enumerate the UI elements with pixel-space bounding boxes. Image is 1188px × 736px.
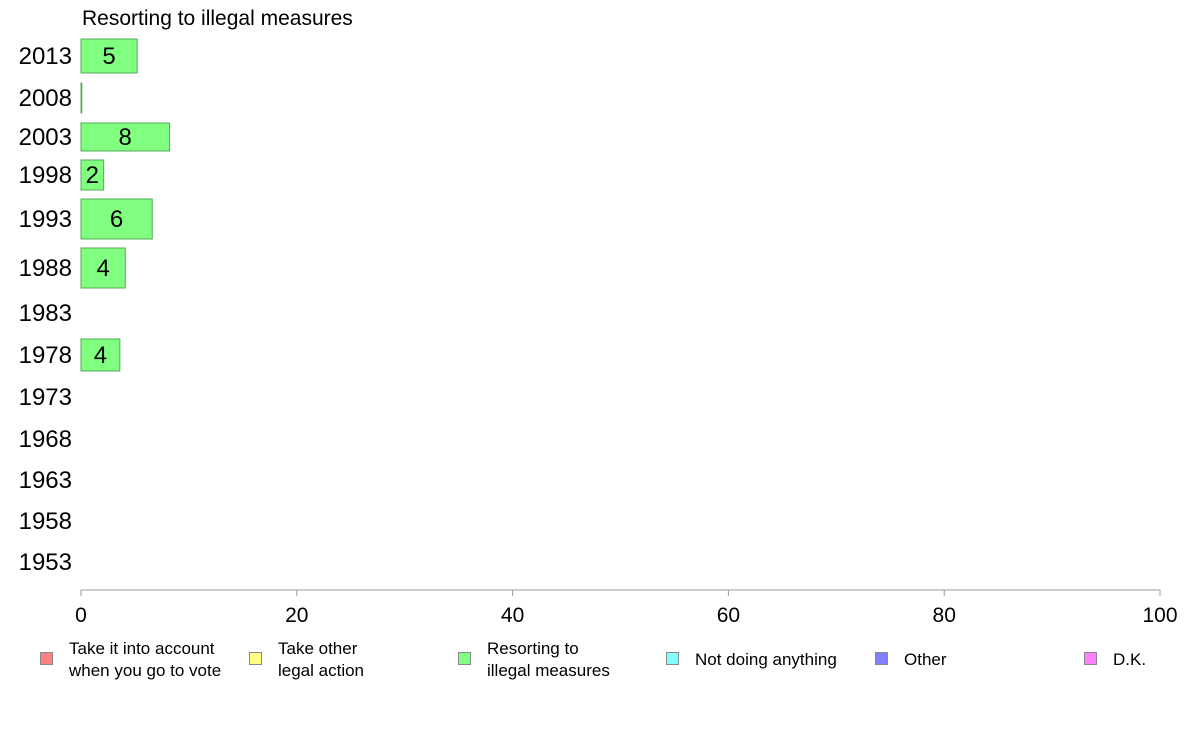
legend-item-nothing: Not doing anything xyxy=(666,638,837,671)
legend-swatch xyxy=(40,652,53,665)
data-label: 6 xyxy=(110,206,123,233)
y-tick-label: 1988 xyxy=(19,255,72,282)
y-tick-label: 1963 xyxy=(19,467,72,494)
x-tick-label: 60 xyxy=(717,604,740,627)
y-tick-label: 1953 xyxy=(19,549,72,576)
legend-label: Not doing anything xyxy=(695,650,837,669)
legend-item-legal-action: Take other legal action xyxy=(249,638,364,682)
x-tick-label: 40 xyxy=(501,604,524,627)
legend-swatch xyxy=(458,652,471,665)
y-tick-label: 1968 xyxy=(19,426,72,453)
y-tick-label: 1973 xyxy=(19,384,72,411)
y-tick-label: 2008 xyxy=(19,85,72,112)
bar xyxy=(80,159,105,191)
y-tick-label: 1958 xyxy=(19,508,72,535)
bar xyxy=(80,122,170,152)
y-tick-label: 2013 xyxy=(19,43,72,70)
legend-swatch xyxy=(666,652,679,665)
y-tick-label: 1998 xyxy=(19,162,72,189)
legend-swatch xyxy=(1084,652,1097,665)
x-tick-label: 80 xyxy=(933,604,956,627)
x-tick-label: 100 xyxy=(1142,604,1177,627)
legend-label: Other xyxy=(904,650,947,669)
y-tick-label: 1978 xyxy=(19,342,72,369)
bar xyxy=(80,247,126,289)
data-label: 2 xyxy=(86,162,99,189)
legend-item-dk: D.K. xyxy=(1084,638,1146,671)
legend-swatch xyxy=(875,652,888,665)
bar xyxy=(80,82,83,114)
legend-label: Take it into account when you go to vote xyxy=(69,639,222,680)
legend-item-illegal-measures: Resorting to illegal measures xyxy=(458,638,610,682)
legend-label: D.K. xyxy=(1113,650,1147,669)
y-tick-label: 2003 xyxy=(19,124,72,151)
bar xyxy=(80,198,153,240)
bar xyxy=(80,338,121,372)
y-tick-label: 1983 xyxy=(19,300,72,327)
data-label: 5 xyxy=(102,43,115,70)
chart-title: Resorting to illegal measures xyxy=(82,7,353,30)
chart-legend: Take it into account when you go to vote… xyxy=(0,638,1188,698)
x-tick-label: 0 xyxy=(75,604,87,627)
legend-label: Take other legal action xyxy=(278,639,365,680)
legend-swatch xyxy=(249,652,262,665)
legend-item-vote: Take it into account when you go to vote xyxy=(40,638,221,682)
x-tick-label: 20 xyxy=(285,604,308,627)
bar xyxy=(80,38,138,74)
data-label: 8 xyxy=(119,124,132,151)
y-tick-label: 1993 xyxy=(19,206,72,233)
legend-label: Resorting to illegal measures xyxy=(487,639,610,680)
data-label: 4 xyxy=(96,255,109,282)
legend-item-other: Other xyxy=(875,638,947,671)
data-label: 4 xyxy=(94,342,107,369)
